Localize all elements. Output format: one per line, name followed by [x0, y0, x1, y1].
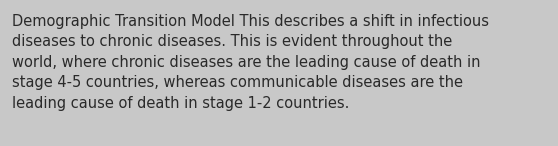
Text: leading cause of death in stage 1-2 countries.: leading cause of death in stage 1-2 coun…: [12, 96, 349, 111]
Text: Demographic Transition Model This describes a shift in infectious: Demographic Transition Model This descri…: [12, 14, 489, 29]
Text: world, where chronic diseases are the leading cause of death in: world, where chronic diseases are the le…: [12, 55, 480, 70]
Text: stage 4-5 countries, whereas communicable diseases are the: stage 4-5 countries, whereas communicabl…: [12, 75, 463, 91]
Text: diseases to chronic diseases. This is evident throughout the: diseases to chronic diseases. This is ev…: [12, 34, 452, 49]
